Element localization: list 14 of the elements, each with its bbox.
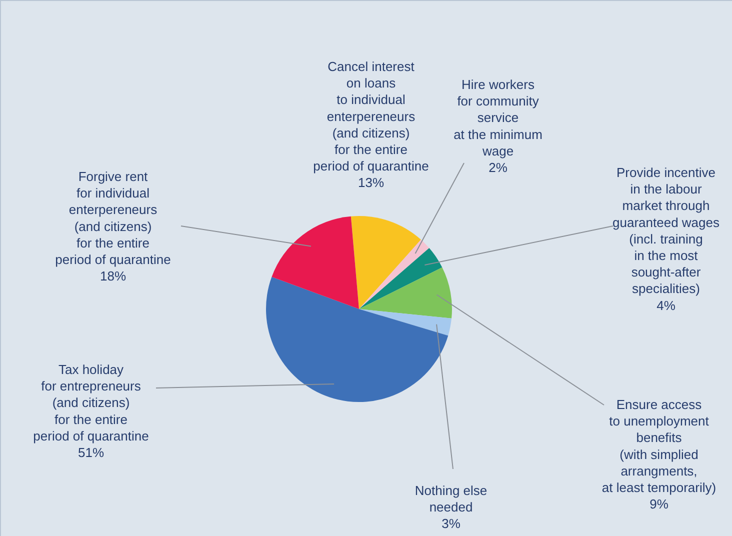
data-label: 3%	[442, 516, 461, 532]
slice-label: Tax holiday for entrepreneurs (and citizens) for the entire period of quarantine	[33, 362, 149, 444]
slice-label: Nothing else needed	[414, 483, 488, 515]
data-label: 51%	[78, 445, 104, 460]
data-label: 18%	[100, 268, 126, 284]
slice-label: Cancel interest on loans to individual enterpereneurs (and citizens) for the entire period of quarantine	[313, 59, 429, 174]
slice-label: Hire workers for community service at the minimum wage	[454, 77, 542, 158]
data-label: 13%	[358, 175, 384, 190]
data-label: 2%	[488, 160, 508, 175]
slice-label: Provide incentive in the labour market through guaranteed wages (incl. training in the most sought-after specialities)	[612, 165, 720, 296]
data-label: 9%	[650, 496, 669, 512]
data-label: 4%	[656, 298, 676, 313]
slice-label: Forgive rent for individual enterpereneurs (and citizens) for the entire period of quarantine	[55, 169, 171, 267]
slice-label: Ensure access to unemployment benefits (with simplied arrangments, at least temporarily)	[602, 397, 716, 495]
